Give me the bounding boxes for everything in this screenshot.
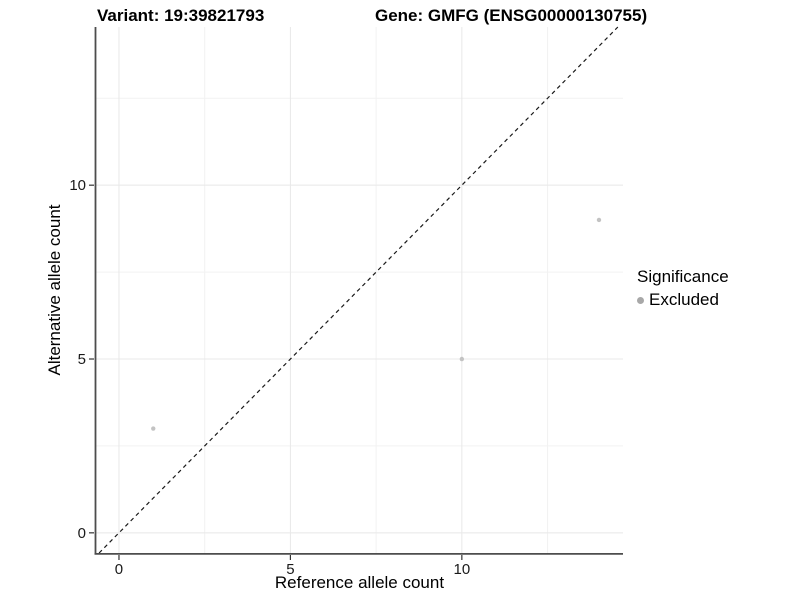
data-point xyxy=(459,356,465,362)
legend-entry: Excluded xyxy=(637,290,729,310)
y-tick-label: 0 xyxy=(78,525,86,542)
legend-point-icon xyxy=(637,296,644,304)
y-axis-title: Alternative allele count xyxy=(45,204,64,376)
x-tick-label: 10 xyxy=(454,561,471,578)
x-axis-title: Reference allele count xyxy=(274,573,445,592)
axis-lines xyxy=(94,27,623,555)
data-point xyxy=(151,426,156,431)
identity-reference-line xyxy=(98,26,619,554)
x-tick-label: 0 xyxy=(115,561,123,578)
y-tick-label: 5 xyxy=(78,351,86,368)
data-point xyxy=(596,217,602,223)
gene-title: Gene: GMFG (ENSG00000130755) xyxy=(375,6,648,25)
variant-title: Variant: 19:39821793 xyxy=(97,6,265,25)
legend-entry-label: Excluded xyxy=(649,290,719,309)
y-tick-label: 10 xyxy=(69,177,86,194)
legend-title: Significance xyxy=(637,267,729,286)
legend: Significance Excluded xyxy=(637,267,729,310)
x-tick-label: 5 xyxy=(286,561,294,578)
